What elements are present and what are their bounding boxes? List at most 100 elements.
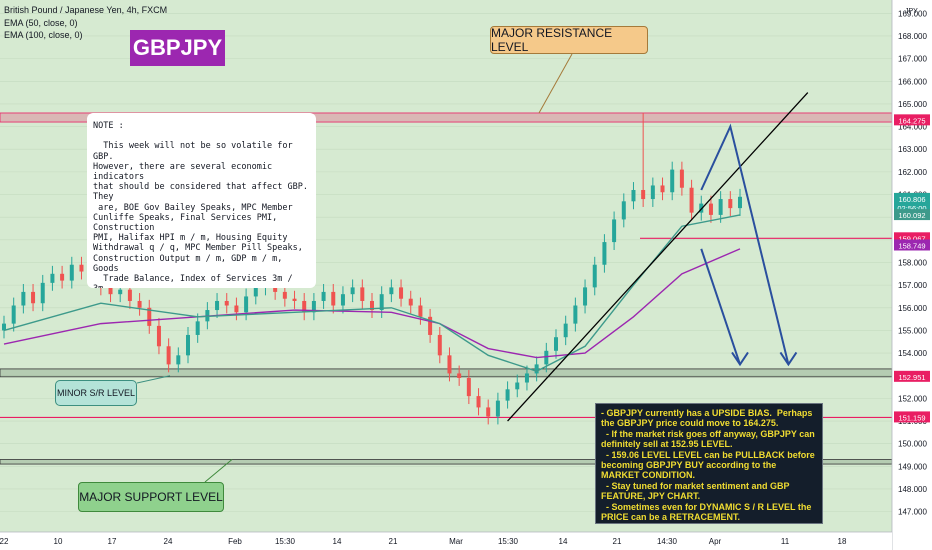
- price-tag-7: 158.749: [898, 242, 925, 251]
- x-tick-label-7: 21: [389, 537, 398, 546]
- gbpjpy-badge: GBPJPY: [130, 30, 225, 66]
- candle-body-43: [418, 305, 423, 317]
- candle-body-53: [515, 382, 520, 390]
- x-tick-label-2: 17: [108, 537, 117, 546]
- projection-arrowhead-1: [731, 351, 749, 367]
- candle-body-60: [583, 287, 588, 306]
- candle-body-65: [631, 189, 636, 202]
- candle-body-20: [195, 321, 200, 335]
- x-tick-label-5: 15:30: [275, 537, 296, 546]
- x-tick-label-13: Apr: [709, 537, 722, 546]
- y-tick-label-11: 158.000: [898, 258, 927, 267]
- y-tick-label-19: 166.000: [898, 77, 927, 86]
- candle-body-66: [641, 189, 646, 200]
- major-support-callout[interactable]: MAJOR SUPPORT LEVEL: [78, 482, 224, 512]
- y-tick-label-18: 165.000: [898, 100, 927, 109]
- candle-body-42: [408, 298, 413, 306]
- candle-body-4: [40, 282, 45, 304]
- candle-body-64: [621, 201, 626, 220]
- candle-body-70: [679, 169, 684, 188]
- candle-body-74: [718, 199, 723, 215]
- price-tag-bg-5: [894, 202, 930, 214]
- candle-body-7: [69, 264, 74, 281]
- candle-body-46: [447, 355, 452, 374]
- candle-body-55: [534, 364, 539, 374]
- candle-body-31: [302, 300, 307, 313]
- price-tag-bg-2: [894, 370, 930, 382]
- candle-body-35: [340, 294, 345, 306]
- candle-body-22: [215, 300, 220, 311]
- candle-body-23: [224, 300, 229, 306]
- candle-body-32: [311, 300, 316, 313]
- ema100-line: [3, 248, 741, 359]
- candle-body-68: [660, 185, 665, 193]
- x-tick-label-15: 18: [838, 537, 847, 546]
- y-tick-label-8: 155.000: [898, 326, 927, 335]
- candle-body-1: [11, 305, 16, 324]
- candle-body-37: [360, 287, 365, 301]
- ema100-legend[interactable]: EMA (100, close, 0): [4, 30, 83, 40]
- y-tick-label-16: 163.000: [898, 145, 927, 154]
- y-tick-label-1: 148.000: [898, 485, 927, 494]
- candle-body-59: [573, 305, 578, 324]
- x-tick-label-9: 15:30: [498, 537, 519, 546]
- candle-body-39: [379, 294, 384, 311]
- y-tick-label-17: 164.000: [898, 123, 927, 132]
- candle-body-0: [2, 323, 6, 331]
- candle-body-3: [31, 291, 36, 304]
- x-tick-label-12: 14:30: [657, 537, 678, 546]
- x-tick-label-6: 14: [333, 537, 342, 546]
- candle-body-2: [21, 291, 26, 306]
- resistance-pointer: [538, 53, 573, 114]
- candle-body-52: [505, 389, 510, 401]
- x-tick-label-14: 11: [781, 537, 790, 546]
- y-tick-label-5: 152.000: [898, 394, 927, 403]
- price-tag-bg-7: [894, 239, 930, 251]
- major-resistance-callout[interactable]: MAJOR RESISTANCE LEVEL: [490, 26, 648, 54]
- candle-body-36: [350, 287, 355, 295]
- candle-body-56: [544, 350, 549, 365]
- projection-arrowhead-0: [779, 351, 798, 367]
- candle-body-11: [108, 287, 113, 295]
- y-tick-label-2: 149.000: [898, 462, 927, 471]
- price-tag-bg-4: [894, 192, 930, 204]
- y-tick-label-3: 150.000: [898, 440, 927, 449]
- ema50-legend[interactable]: EMA (50, close, 0): [4, 18, 78, 28]
- x-tick-label-3: 24: [164, 537, 173, 546]
- note-box[interactable]: NOTE : This week will not be so volatile…: [87, 113, 316, 288]
- y-tick-label-9: 156.000: [898, 304, 927, 313]
- price-tag-3: 151.159: [898, 413, 925, 422]
- candle-body-76: [738, 196, 742, 209]
- x-tick-label-10: 14: [559, 537, 568, 546]
- candle-body-13: [127, 289, 132, 301]
- bias-box[interactable]: - GBPJPY currently has a UPSIDE BIAS. Pe…: [595, 403, 823, 524]
- candle-body-15: [147, 307, 152, 326]
- support-pointer: [204, 459, 233, 483]
- zone-minor-sr: [0, 368, 893, 378]
- candle-body-19: [186, 334, 190, 356]
- price-tag-2: 152.951: [898, 373, 925, 382]
- candle-body-71: [689, 187, 694, 213]
- candle-body-25: [244, 296, 249, 313]
- price-tag-4: 160.806: [898, 195, 925, 204]
- candle-body-54: [524, 373, 529, 383]
- symbol-title: British Pound / Japanese Yen, 4h, FXCM: [4, 5, 168, 15]
- candle-body-57: [554, 337, 558, 351]
- candle-body-34: [331, 291, 336, 306]
- candle-body-63: [612, 219, 617, 243]
- price-tag-5: 02:56:00: [897, 204, 926, 213]
- candle-body-48: [466, 377, 471, 397]
- candle-body-18: [176, 355, 181, 365]
- y-tick-label-15: 162.000: [898, 168, 927, 177]
- projection-arrow-1: [700, 248, 741, 365]
- price-tag-6: 160.092: [898, 211, 925, 220]
- x-tick-label-0: 22: [0, 537, 9, 546]
- price-tag-bg-6: [894, 209, 930, 221]
- candle-body-17: [166, 346, 171, 365]
- price-tag-0: 164.275: [898, 116, 925, 125]
- candle-body-73: [708, 203, 713, 215]
- projection-arrow-0: [700, 123, 790, 365]
- minor-sr-callout[interactable]: MINOR S/R LEVEL: [55, 380, 137, 406]
